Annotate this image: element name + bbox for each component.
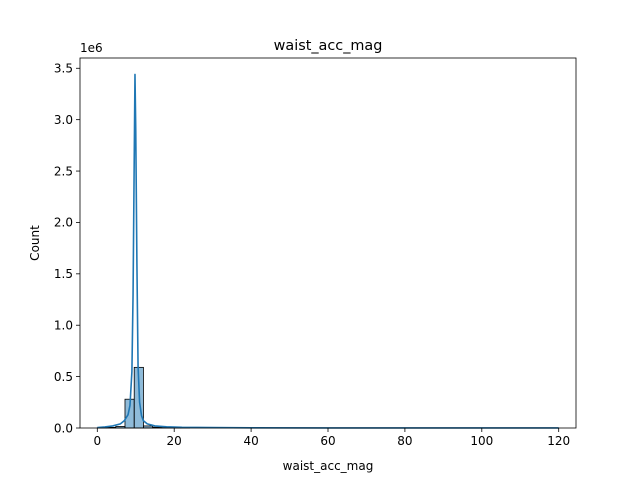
x-tick-label: 120 bbox=[547, 434, 570, 448]
plot-frame bbox=[79, 57, 577, 429]
kde-curve-layer bbox=[97, 73, 559, 429]
x-tick-label: 40 bbox=[243, 434, 258, 448]
x-axis-ticks: 0 20 40 60 80 100 120 bbox=[93, 428, 570, 448]
x-tick-label: 0 bbox=[93, 434, 101, 448]
x-tick-label: 100 bbox=[470, 434, 493, 448]
x-tick-label: 80 bbox=[397, 434, 412, 448]
y-axis-label: Count bbox=[28, 225, 42, 261]
y-tick-label: 3.0 bbox=[54, 113, 73, 127]
y-tick-label: 0.0 bbox=[54, 421, 73, 435]
y-tick-label: 3.5 bbox=[54, 62, 73, 76]
y-axis-ticks: 0.0 0.5 1.0 1.5 2.0 2.5 3.0 3.5 bbox=[54, 62, 80, 435]
x-tick-label: 60 bbox=[320, 434, 335, 448]
x-axis-label: waist_acc_mag bbox=[283, 459, 374, 473]
y-axis-offset-label: 1e6 bbox=[80, 41, 103, 55]
y-tick-label: 1.0 bbox=[54, 319, 73, 333]
y-tick-label: 2.0 bbox=[54, 216, 73, 230]
y-tick-label: 1.5 bbox=[54, 267, 73, 281]
kde-curve bbox=[97, 73, 559, 429]
y-tick-label: 0.5 bbox=[54, 370, 73, 384]
y-tick-label: 2.5 bbox=[54, 164, 73, 178]
x-tick-label: 20 bbox=[167, 434, 182, 448]
chart-title: waist_acc_mag bbox=[274, 38, 383, 54]
